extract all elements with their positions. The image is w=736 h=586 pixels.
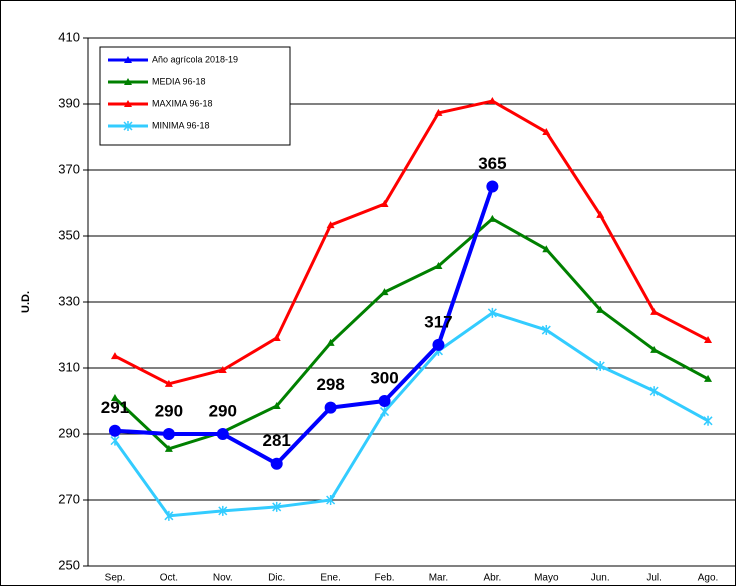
point [110,394,119,402]
point [434,262,443,270]
point [486,180,499,193]
point [164,379,173,387]
point [703,415,713,426]
point [704,374,713,382]
point [432,338,445,351]
x-tick-label: Oct. [160,573,178,584]
legend: Año agrícola 2018-19 MEDIA 96-18 MAXIMA 96… [99,46,291,146]
y-tick-label: 310 [58,359,80,374]
series-line [114,185,495,467]
point [124,78,132,85]
x-tick-label: Abr. [483,573,501,584]
point [324,401,337,414]
point [123,121,133,131]
point [596,305,605,313]
point [110,435,120,446]
data-label: 290 [209,401,237,420]
point [108,424,121,437]
point [270,457,283,470]
x-tick-label: Ene. [320,573,341,584]
x-tick-label: Mar. [429,573,448,584]
point [326,495,336,505]
data-label: 317 [424,312,452,331]
y-tick-label: 350 [58,227,80,242]
point [380,288,389,296]
x-tick-label: Sep. [105,573,126,584]
x-tick-label: Ago. [698,573,719,584]
point [162,428,175,440]
y-tick-label: 390 [58,95,80,110]
y-tick-label: 290 [58,425,80,440]
point [542,128,551,136]
legend-label: MAXIMA 96-18 [152,98,213,108]
data-label: 300 [370,368,398,387]
point [272,401,281,409]
point [326,338,335,346]
series-line [114,99,709,386]
point [218,505,228,516]
point [326,221,335,229]
point [124,100,132,107]
y-tick-label: 330 [58,293,80,308]
legend-label: MEDIA 96-18 [152,76,206,86]
data-label: 298 [316,375,344,394]
point [541,325,551,336]
data-label: 365 [478,154,506,173]
point [380,406,390,417]
y-tick-label: 370 [58,161,80,176]
x-tick-label: Dic. [268,573,285,584]
point [704,335,713,343]
point [650,307,659,315]
y-tick-label: 410 [58,29,80,44]
point [596,210,605,218]
point [650,345,659,353]
legend-label: Año agrícola 2018-19 [152,54,238,64]
point [434,108,443,116]
x-tick-label: Nov. [213,573,233,584]
data-label: 290 [155,401,183,420]
series-line [113,311,709,518]
point [272,501,282,512]
point [542,245,551,253]
y-axis-label: U.D. [20,291,32,313]
data-label: 281 [263,431,291,450]
data-label: 291 [101,398,129,417]
point [380,199,389,207]
point [487,307,497,318]
point [272,333,281,341]
point [649,386,659,397]
point [218,365,227,373]
y-tick-label: 250 [58,557,80,572]
point [124,56,132,63]
point [595,361,605,372]
x-tick-label: Mayo [534,573,559,584]
point [378,395,391,407]
x-tick-label: Jun. [591,573,610,584]
point [488,214,497,222]
point [164,510,174,521]
point [110,352,119,360]
x-tick-label: Feb. [375,573,395,584]
legend-label: MINIMA 96-18 [152,120,210,130]
y-tick-label: 270 [58,491,80,506]
point [164,444,173,452]
x-tick-label: Jul. [646,573,662,584]
point [488,97,497,105]
point [216,428,229,440]
